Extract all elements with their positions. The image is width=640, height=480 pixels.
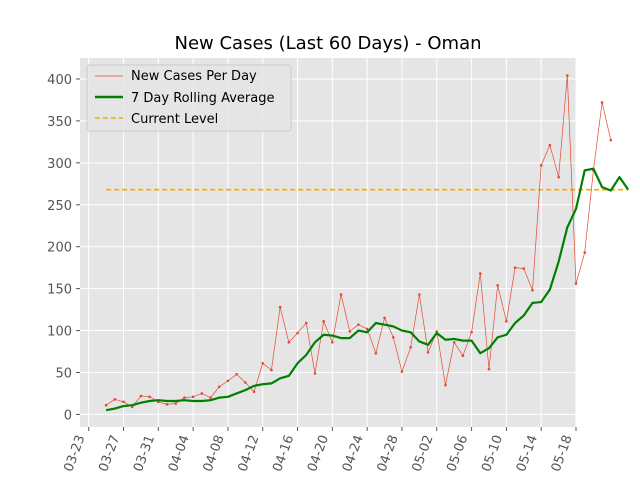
new-cases-point [400,370,404,373]
new-cases-point [244,381,247,384]
new-cases-point [139,394,143,398]
new-cases-point [270,368,273,372]
y-axis: 0 50 100 150 200 250 300 350 400 [47,73,80,423]
new-cases-point [600,101,604,104]
new-cases-point [435,330,439,333]
new-cases-point [174,402,178,405]
new-cases-point [609,138,613,142]
new-cases-point [313,372,317,375]
new-cases-point [383,316,386,320]
legend: New Cases Per Day 7 Day Rolling Average … [86,64,292,132]
x-tick-label: 05-18 [549,433,576,474]
x-tick-label: 04-04 [166,433,193,474]
new-cases-point [278,305,282,309]
new-cases-point [226,379,230,383]
new-cases-point [539,164,543,167]
new-cases-point [113,398,117,401]
x-tick-label: 03-23 [61,433,88,474]
new-cases-point [122,400,125,404]
new-cases-point [148,395,151,399]
x-tick-label: 05-14 [514,433,541,474]
y-tick-label: 50 [55,366,72,381]
new-cases-point [409,346,412,349]
new-cases-point [557,175,560,179]
y-tick-label: 200 [47,241,72,256]
x-tick-label: 04-20 [305,433,332,474]
x-tick-label: 04-24 [340,433,367,474]
new-cases-point [444,383,447,387]
legend-label-current-level: Current Level [131,112,218,127]
new-cases-point [322,320,325,323]
new-cases-point [339,293,343,296]
rolling-average-line [105,167,630,412]
new-cases-point [487,367,491,371]
new-cases-point [183,396,186,399]
new-cases-point [374,351,378,355]
x-tick-label: 04-12 [235,433,262,474]
y-tick-label: 100 [47,325,72,340]
x-tick-label: 05-10 [479,433,506,474]
y-tick-label: 250 [47,199,72,214]
chart-title: New Cases (Last 60 Days) - Oman [174,33,481,54]
x-tick-label: 04-08 [201,433,228,474]
new-cases-point [348,330,352,333]
new-cases-point [513,266,517,269]
new-cases-point [235,372,238,376]
series-group [104,74,630,412]
new-cases-point [391,335,395,339]
x-tick-label: 05-02 [410,433,437,474]
new-cases-point [470,330,473,334]
new-cases-point [365,327,369,331]
new-cases-point [209,396,212,399]
new-cases-point [104,403,108,407]
new-cases-point [200,392,204,395]
new-cases-point [496,283,499,287]
new-cases-point [357,323,360,326]
new-cases-point [452,340,456,344]
new-cases-point [304,321,308,325]
legend-box [86,64,292,132]
new-cases-point [191,395,195,399]
y-tick-label: 300 [47,157,72,172]
new-cases-point [217,385,221,389]
y-tick-label: 150 [47,283,72,298]
new-cases-point [505,320,508,323]
new-cases-point [548,143,552,147]
new-cases-point [574,282,578,285]
y-tick-label: 400 [47,73,72,88]
new-cases-point [296,331,299,335]
x-tick-label: 04-28 [375,433,402,474]
new-cases-point [331,340,334,344]
x-tick-label: 03-27 [96,433,123,474]
new-cases-point [522,267,526,270]
x-tick-label: 04-16 [270,433,297,474]
x-axis: 03-23 03-27 03-31 04-04 04-08 04-12 04-16 04-20… [61,427,577,474]
y-tick-label: 350 [47,115,72,130]
new-cases-point [531,289,534,292]
legend-label-rolling-average: 7 Day Rolling Average [131,91,274,106]
x-tick-label: 03-31 [131,433,158,474]
x-tick-label: 05-06 [444,433,471,474]
legend-label-new-cases: New Cases Per Day [131,69,257,84]
new-cases-point [418,293,421,296]
new-cases-point [252,390,256,394]
new-cases-point [478,272,482,275]
new-cases-point [565,74,569,77]
new-cases-point [165,403,169,406]
new-cases-point [461,354,465,358]
y-tick-label: 0 [64,408,72,423]
new-cases-point [287,340,291,344]
new-cases-point [583,251,587,254]
new-cases-point [426,351,430,354]
new-cases-point [261,361,265,365]
